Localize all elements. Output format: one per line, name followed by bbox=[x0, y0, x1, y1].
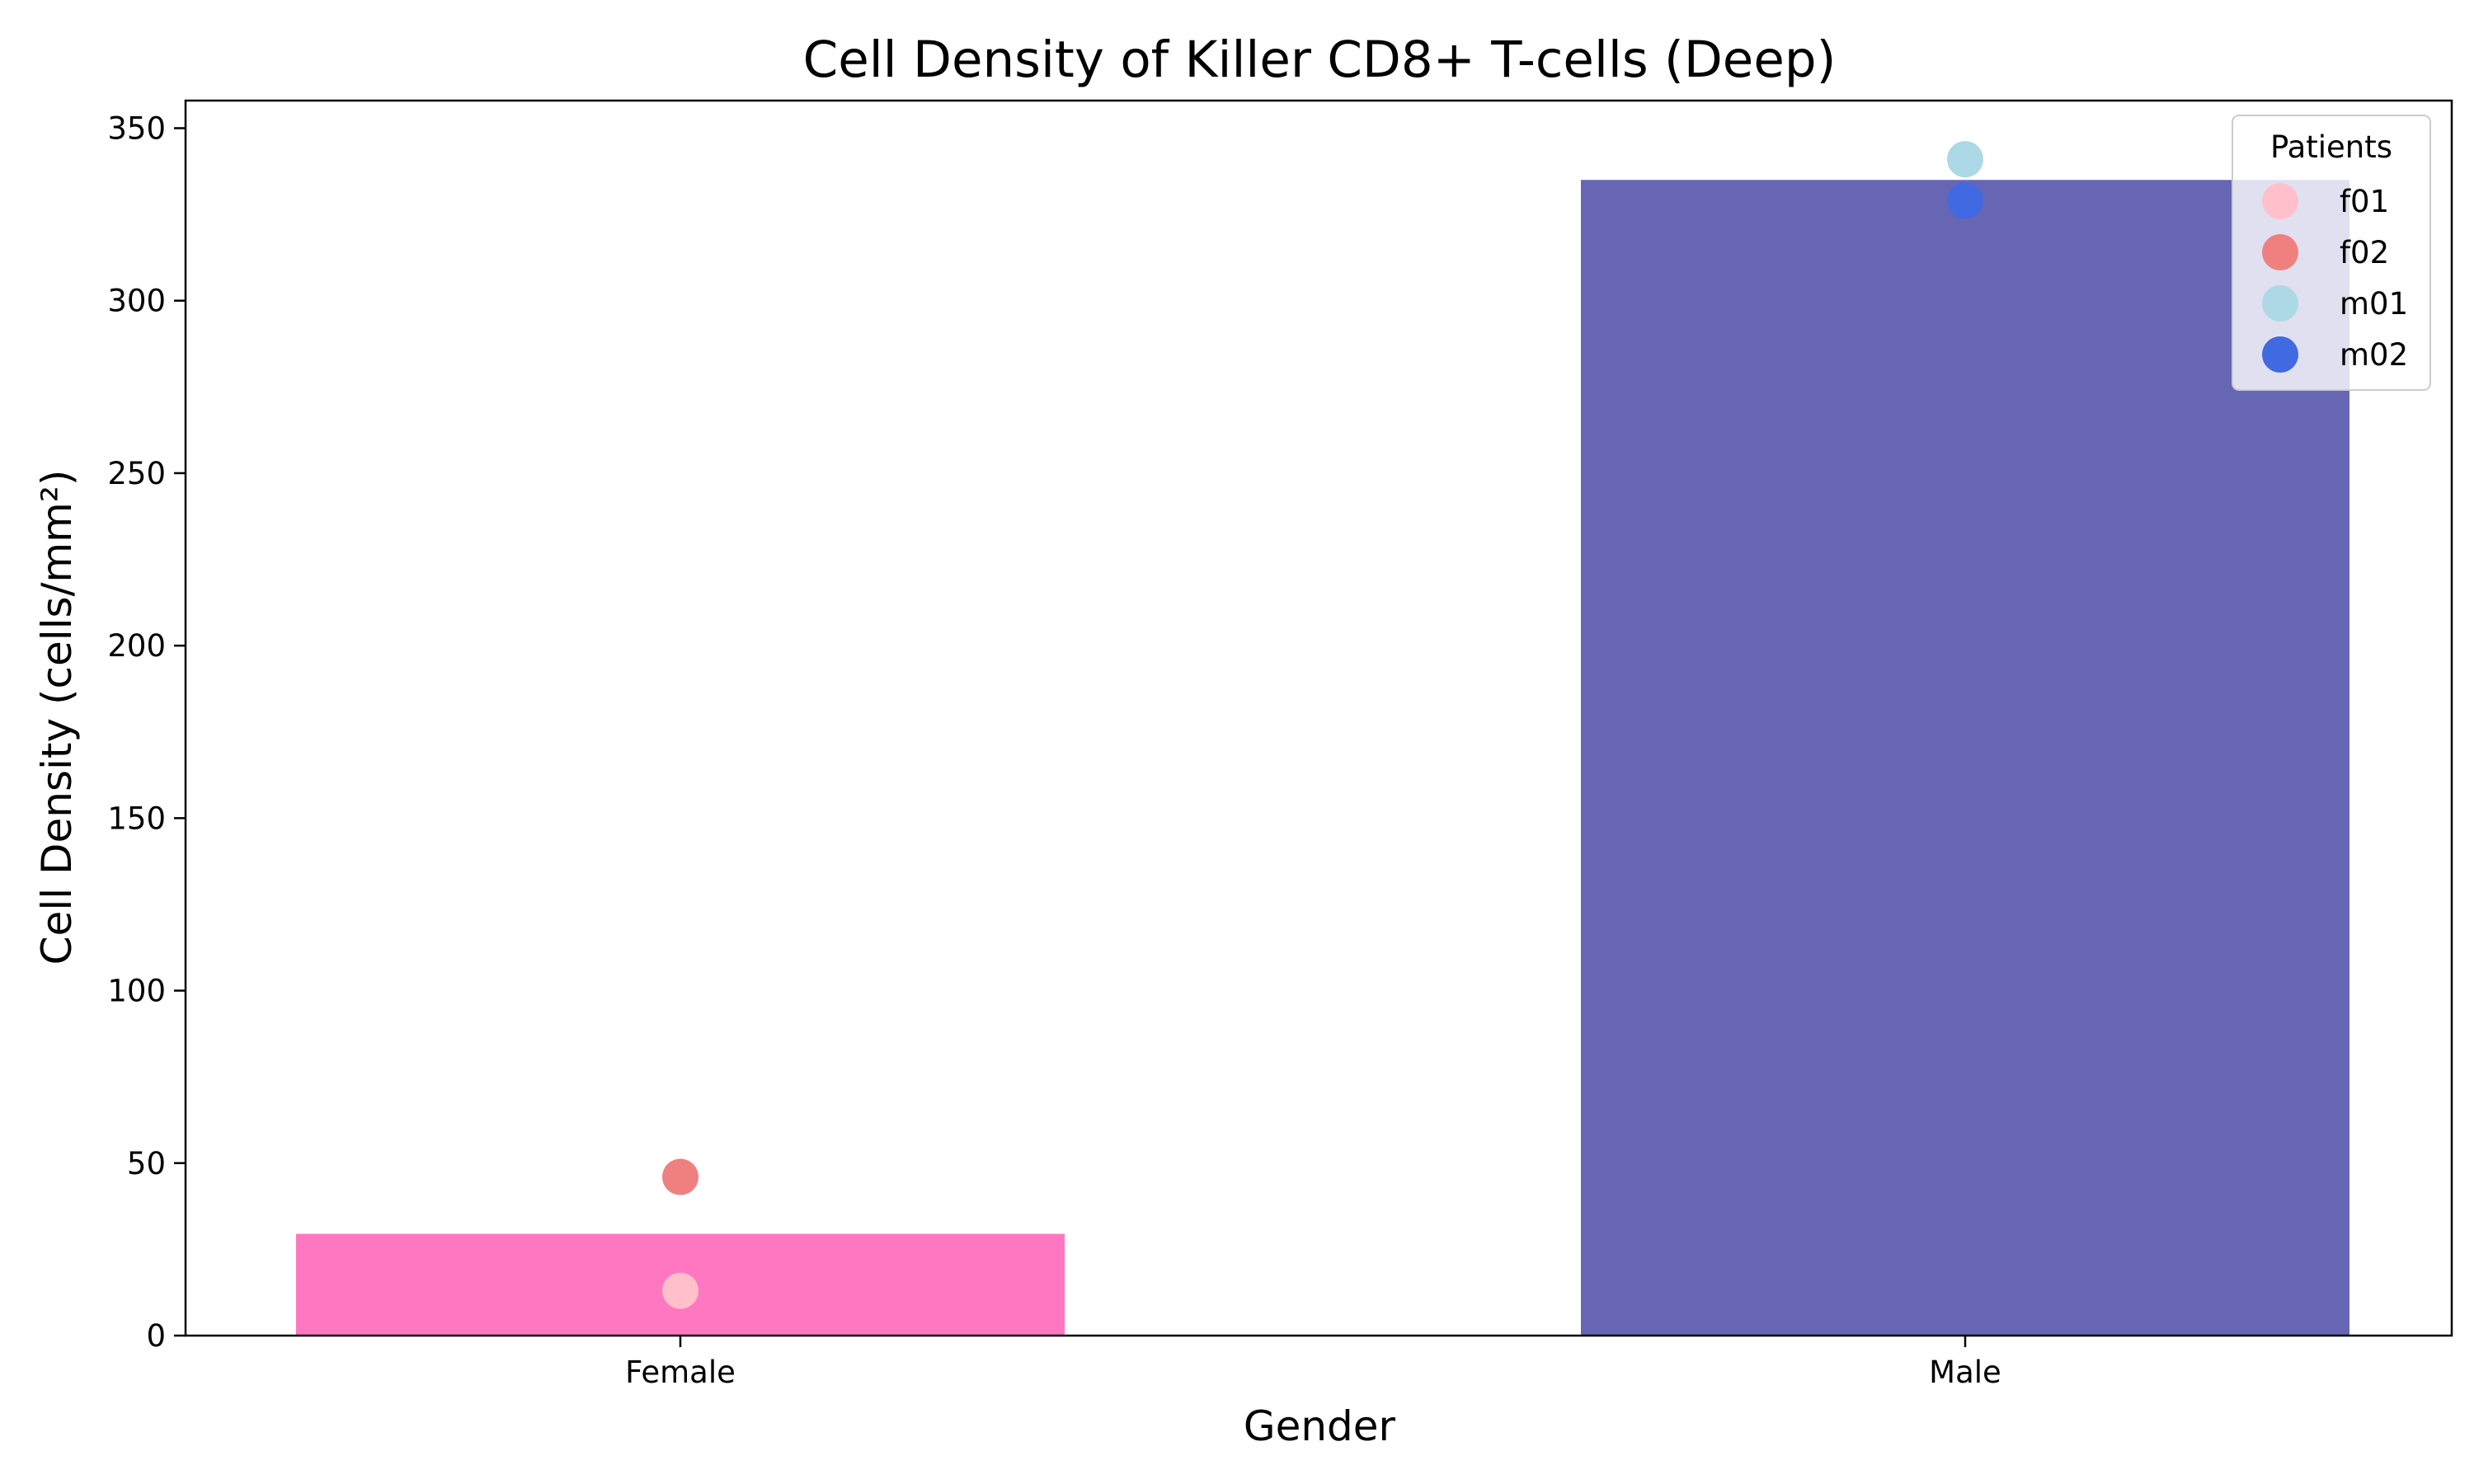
bars-group bbox=[296, 180, 2349, 1336]
legend-marker-f01 bbox=[2262, 183, 2298, 219]
plot-frame bbox=[184, 99, 2453, 1337]
y-tick-label: 350 bbox=[107, 110, 166, 146]
y-axis: 0 50 100 150 200 250 300 350 bbox=[107, 110, 186, 1354]
legend-label-m02: m02 bbox=[2340, 337, 2408, 373]
y-tick-label: 300 bbox=[107, 284, 166, 319]
legend-marker-f02 bbox=[2262, 234, 2298, 270]
point-m02 bbox=[1947, 182, 1983, 219]
chart-title: Cell Density of Killer CD8+ T-cells (Dee… bbox=[803, 31, 1837, 89]
x-tick-label-male: Male bbox=[1929, 1355, 2001, 1390]
patient-points-group bbox=[662, 141, 1983, 1309]
point-f02 bbox=[662, 1158, 698, 1195]
y-tick-label: 100 bbox=[107, 974, 166, 1009]
legend-label-m01: m01 bbox=[2340, 286, 2408, 322]
legend: Patients f01 f02 m01 m02 bbox=[2232, 115, 2431, 391]
y-tick-label: 0 bbox=[146, 1318, 166, 1354]
legend-title: Patients bbox=[2270, 129, 2392, 165]
legend-label-f02: f02 bbox=[2340, 235, 2389, 270]
y-tick-label: 50 bbox=[127, 1146, 166, 1181]
bar-male bbox=[1581, 180, 2349, 1336]
point-m01 bbox=[1947, 141, 1983, 178]
y-tick-label: 150 bbox=[107, 801, 166, 836]
x-tick-label-female: Female bbox=[625, 1355, 736, 1390]
legend-marker-m02 bbox=[2262, 336, 2298, 373]
x-axis-label: Gender bbox=[1244, 1402, 1396, 1450]
y-axis-label: Cell Density (cells/mm²) bbox=[33, 470, 81, 965]
point-f01 bbox=[662, 1272, 698, 1309]
x-axis: Female Male bbox=[625, 1336, 2001, 1390]
legend-marker-m01 bbox=[2262, 285, 2298, 322]
y-tick-label: 250 bbox=[107, 456, 166, 491]
legend-label-f01: f01 bbox=[2340, 184, 2389, 219]
y-tick-label: 200 bbox=[107, 628, 166, 664]
